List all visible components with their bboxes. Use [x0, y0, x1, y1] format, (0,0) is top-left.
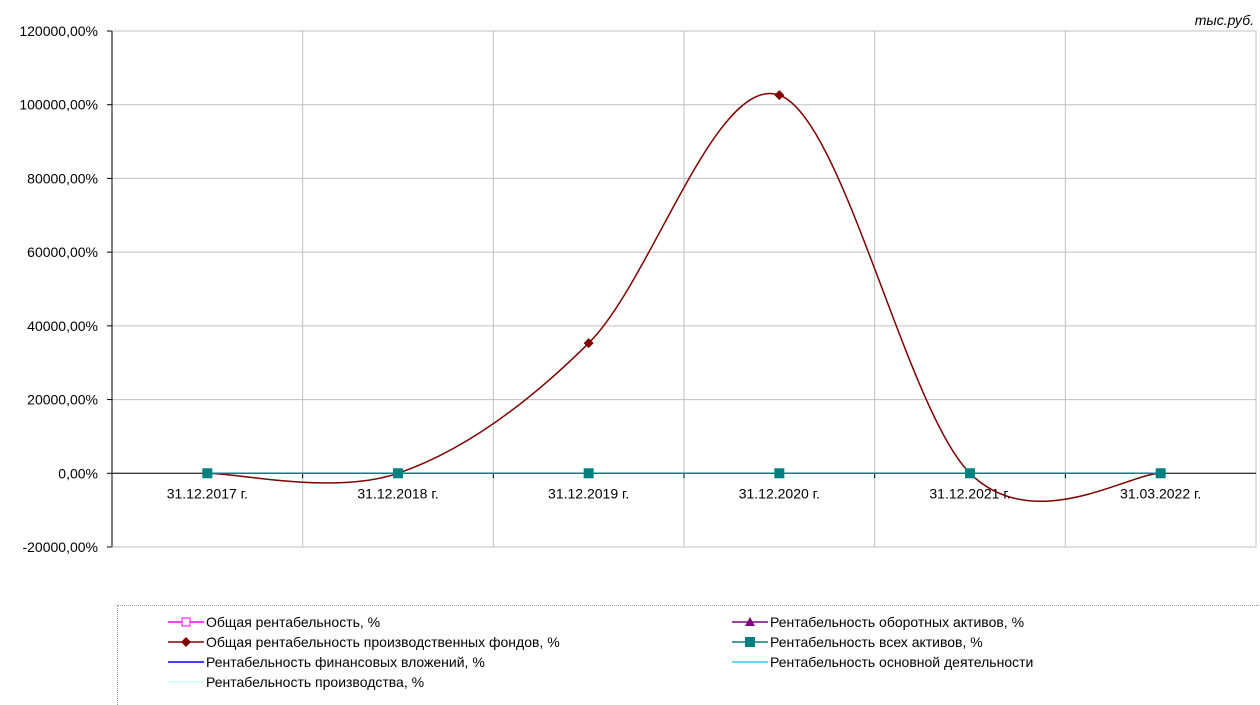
data-point-series-2	[774, 90, 785, 101]
y-tick-label: 60000,00%	[27, 244, 98, 260]
y-tick-label: 120000,00%	[19, 23, 98, 39]
data-point-series-3	[202, 468, 213, 479]
legend-swatch	[168, 617, 204, 627]
legend-swatch	[168, 637, 204, 647]
x-tick-label: 31.12.2019 г.	[548, 485, 629, 501]
legend-swatch	[732, 637, 768, 647]
y-tick-label: 40000,00%	[27, 318, 98, 334]
legend-item: Общая рентабельность производственных фо…	[168, 632, 560, 652]
legend-label: Рентабельность оборотных активов, %	[770, 614, 1025, 630]
legend-label: Общая рентабельность производственных фо…	[206, 634, 560, 650]
legend-item: Рентабельность оборотных активов, %	[732, 612, 1024, 632]
data-point-series-3	[1155, 468, 1166, 479]
y-tick-label: 20000,00%	[27, 392, 98, 408]
data-point-series-3	[583, 468, 594, 479]
x-tick-label: 31.12.2020 г.	[739, 485, 820, 501]
data-point-series-3	[393, 468, 403, 479]
x-tick-label: 31.03.2022 г.	[1120, 485, 1201, 501]
legend-label: Общая рентабельность, %	[206, 614, 381, 630]
y-tick-label: 100000,00%	[19, 97, 98, 113]
y-tick-label: 0,00%	[58, 465, 98, 481]
legend-label: Рентабельность основной деятельности	[770, 654, 1034, 670]
legend-label: Рентабельность производства, %	[206, 674, 425, 690]
data-point-series-3	[774, 468, 785, 479]
legend-item: Общая рентабельность, %	[168, 612, 380, 632]
legend-item: Рентабельность производства, %	[168, 672, 424, 692]
legend-swatch	[732, 661, 768, 663]
x-tick-label: 31.12.2017 г.	[167, 485, 248, 501]
x-tick-label: 31.12.2018 г.	[357, 485, 438, 501]
data-point-series-2	[583, 338, 594, 349]
legend-item: Рентабельность основной деятельности	[732, 652, 1033, 672]
legend-swatch	[732, 617, 768, 626]
legend-swatch	[168, 661, 204, 663]
legend-label: Рентабельность всех активов, %	[770, 634, 983, 650]
y-tick-label: -20000,00%	[22, 539, 98, 555]
legend-label: Рентабельность финансовых вложений, %	[206, 654, 485, 670]
chart-legend: Общая рентабельность, % Рентабельность об…	[117, 605, 1260, 705]
legend-item: Рентабельность финансовых вложений, %	[168, 652, 485, 672]
line-chart: -20000,00% 0,00% 20000,00% 40000,00% 60000,0…	[19, 23, 1257, 555]
legend-item: Рентабельность всех активов, %	[732, 632, 983, 652]
legend-swatch	[168, 681, 204, 683]
y-tick-label: 80000,00%	[27, 170, 98, 186]
data-point-series-3	[965, 468, 975, 479]
unit-label: тыс.руб.	[1194, 12, 1254, 28]
